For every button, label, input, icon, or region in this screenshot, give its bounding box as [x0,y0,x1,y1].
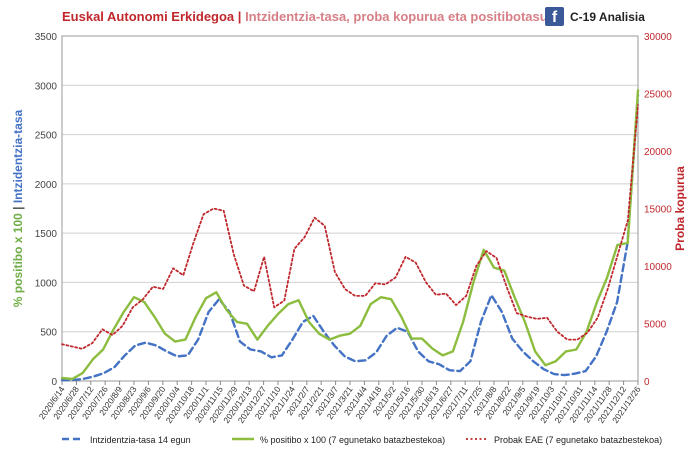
legend-label-positivity: % positibo x 100 (7 egunetako batazbeste… [260,435,445,445]
series-line-incidence [60,93,640,382]
legend-label-incidence: Intzidentzia-tasa 14 egun [90,435,191,445]
y-left-tick-label: 2000 [35,180,58,191]
y-right-tick-label: 0 [644,377,650,388]
plot-frame [61,35,639,382]
y-left-tick-label: 1500 [35,229,58,240]
y-left-title-incidence: Intzidentzia-tasa [11,109,25,203]
y-left-tick-label: 3500 [35,32,58,43]
legend-label-tests: Probak EAE (7 egunetako batazbestekoa) [494,435,662,445]
series-line-tests [61,104,639,350]
y-left-title-separator: | [11,203,25,210]
y-right-tick-label: 5000 [644,320,667,331]
title-region: Euskal Autonomi Erkidegoa [62,9,235,24]
y-left-tick-label: 3000 [35,81,58,92]
y-right-tick-label: 10000 [644,262,672,273]
y-right-axis-title: Proba kopurua [673,166,687,251]
y-right-tick-label: 25000 [644,90,672,101]
y-right-tick-label: 20000 [644,147,672,158]
y-left-axis-title: % positibo x 100 | Intzidentzia-tasa [11,109,25,307]
title-subject: Intzidentzia-tasa, proba kopurua eta pos… [245,9,563,24]
brand-text: C-19 Analisia [570,9,645,24]
y-left-tick-label: 500 [40,328,57,339]
brand: f C-19 Analisia [545,7,645,26]
chart-title: Euskal Autonomi Erkidegoa | Intzidentzia… [62,9,563,24]
y-right-tick-label: 15000 [644,205,672,216]
series-line-positivity [60,89,640,381]
y-right-tick-label: 30000 [644,32,672,43]
y-left-tick-label: 1000 [35,278,58,289]
title-separator: | [237,9,242,24]
y-left-tick-label: 2500 [35,131,58,142]
y-left-tick-label: 0 [51,377,57,388]
y-left-title-positivity: % positibo x 100 [11,210,25,307]
facebook-icon[interactable]: f [545,7,564,26]
